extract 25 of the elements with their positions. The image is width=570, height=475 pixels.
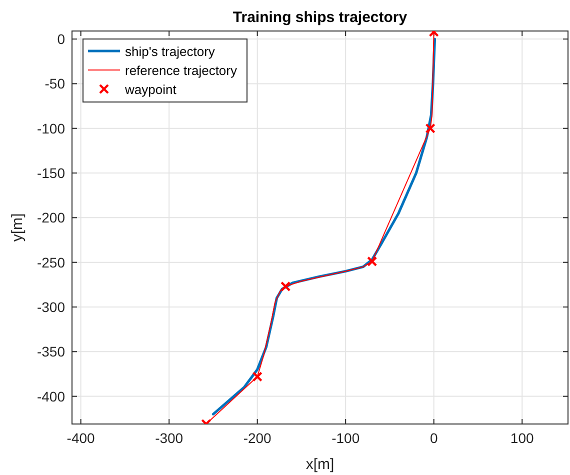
y-tick-label: -300 — [36, 298, 66, 315]
legend-label: reference trajectory — [125, 63, 238, 78]
y-tick-label: -150 — [36, 165, 66, 182]
y-tick-label: -200 — [36, 210, 66, 226]
y-tick-label: -350 — [36, 344, 66, 360]
legend-label: waypoint — [124, 82, 177, 97]
y-tick-label: 0 — [57, 31, 66, 48]
x-tick-label: -200 — [243, 430, 272, 446]
x-tick-label: 100 — [510, 430, 534, 446]
x-axis-title: x[m] — [306, 456, 334, 473]
y-tick-label: -250 — [36, 254, 66, 270]
y-tick-label: -400 — [36, 388, 66, 404]
x-tick-label: -100 — [332, 430, 360, 446]
y-axis-title: y[m] — [9, 213, 26, 242]
point — [425, 123, 436, 134]
y-tick-label: -50 — [44, 76, 66, 92]
x-tick-label: 0 — [430, 430, 438, 446]
point — [366, 256, 378, 267]
legend-label: ship's trajectory — [125, 44, 216, 59]
point — [280, 281, 291, 292]
x-tick-label: -300 — [155, 430, 184, 446]
x-tick-label: -400 — [66, 430, 96, 446]
chart-title: Training ships trajectory — [232, 9, 408, 26]
y-tick-label: -100 — [36, 120, 66, 136]
point — [252, 372, 262, 382]
